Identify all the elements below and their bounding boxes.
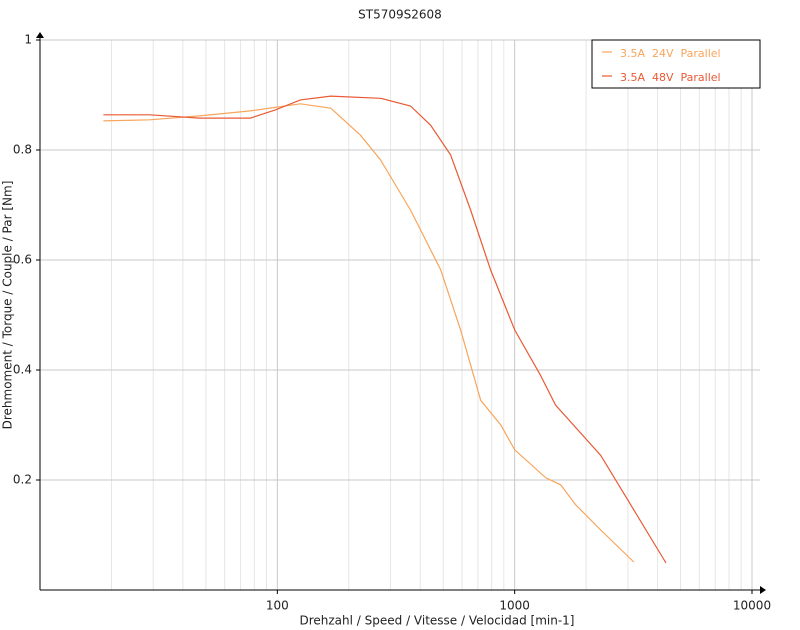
y-tick-label: 0.4	[13, 363, 32, 377]
legend-text: 3.5A 24V Parallel	[620, 47, 721, 60]
x-axis-arrow	[760, 586, 766, 594]
y-tick-label: 1	[24, 33, 32, 47]
y-axis-label: Drehmoment / Torque / Couple / Par [Nm]	[1, 181, 15, 430]
y-axis-arrow	[36, 32, 44, 38]
series-line	[103, 95, 667, 564]
series-line	[103, 103, 635, 563]
x-tick-label: 100	[266, 599, 289, 613]
legend-box	[591, 39, 761, 89]
legend-text: 3.5A 48V Parallel	[620, 71, 721, 84]
y-tick-label: 0.6	[13, 253, 32, 267]
x-tick-label: 1000	[499, 599, 530, 613]
y-tick-label: 0.2	[13, 473, 32, 487]
y-tick-label: 0.8	[13, 143, 32, 157]
x-axis-label: Drehzahl / Speed / Vitesse / Velocidad […	[299, 614, 574, 628]
x-tick-label: 10000	[733, 599, 771, 613]
chart-title: ST5709S2608	[358, 8, 442, 22]
